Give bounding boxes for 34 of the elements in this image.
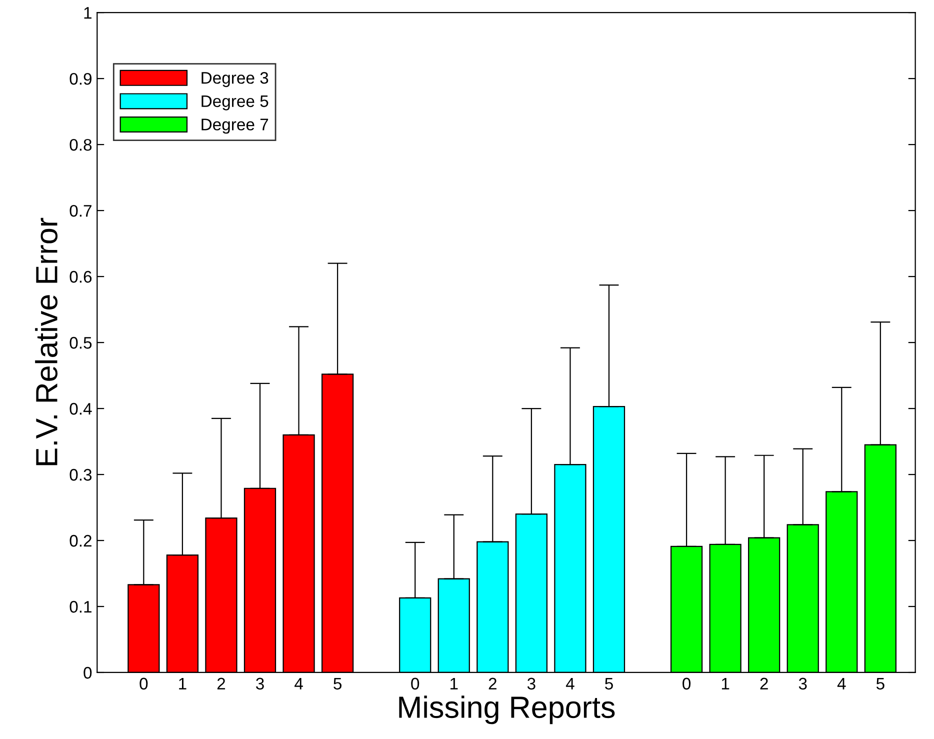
x-tick-label: 5: [605, 678, 613, 690]
x-tick-label: 1: [450, 678, 458, 690]
x-tick-label: 2: [760, 678, 768, 690]
y-tick-label: 0.8: [70, 138, 92, 151]
y-tick-label: 0.9: [70, 72, 92, 85]
y-tick-label: 0: [84, 666, 92, 679]
y-tick-label: 0.4: [70, 402, 92, 415]
x-tick-label: 2: [217, 678, 226, 690]
x-tick-label: 0: [140, 678, 148, 690]
y-tick-label: 0.6: [70, 270, 92, 283]
y-tick-label: 1: [84, 7, 92, 19]
x-tick-label: 2: [488, 678, 496, 690]
y-tick-label: 0.3: [70, 468, 92, 481]
y-axis-title: E.V. Relative Error: [35, 218, 58, 466]
y-tick-label: 0.2: [70, 534, 92, 547]
legend-label: Degree 3: [202, 72, 268, 88]
x-tick-label: 1: [179, 678, 186, 690]
legend-label: Degree 7: [202, 118, 268, 134]
legend-label: Degree 5: [202, 95, 268, 110]
x-tick-label: 3: [256, 678, 264, 690]
y-tick-label: 0.7: [70, 204, 92, 217]
x-tick-label: 4: [294, 678, 303, 690]
x-tick-label: 5: [334, 678, 342, 690]
x-tick-label: 3: [527, 678, 536, 690]
x-tick-label: 3: [798, 678, 807, 690]
x-tick-label: 4: [566, 678, 574, 690]
x-tick-label: 1: [722, 678, 730, 690]
x-tick-label: 0: [682, 678, 691, 690]
x-tick-label: 4: [837, 678, 846, 690]
y-tick-label: 0.5: [70, 336, 92, 349]
x-axis-title: Missing Reports: [399, 696, 615, 724]
x-tick-label: 5: [876, 678, 884, 690]
y-tick-label: 0.1: [70, 600, 92, 613]
x-tick-label: 0: [411, 678, 420, 690]
